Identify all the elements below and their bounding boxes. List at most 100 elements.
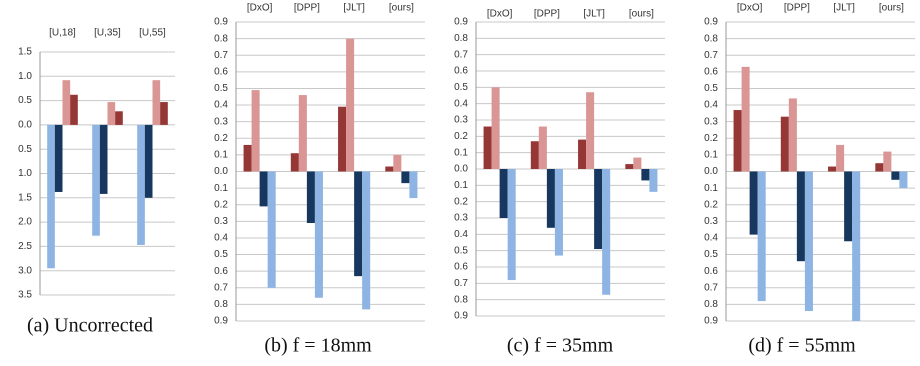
- bar: [578, 139, 587, 169]
- y-tick-label: 0.5: [454, 245, 468, 256]
- bar: [92, 124, 100, 236]
- y-tick-label: 0.9: [214, 17, 228, 28]
- y-tick-label: 0.7: [454, 49, 468, 60]
- y-tick-label: 0.0: [18, 120, 32, 131]
- bar: [393, 154, 402, 172]
- caption: (a) Uncorrected: [27, 315, 153, 337]
- bar: [47, 124, 55, 269]
- y-tick-label: 2.0: [18, 217, 32, 228]
- bar: [354, 171, 363, 277]
- y-tick-label: 0.7: [704, 282, 718, 293]
- bar: [602, 169, 611, 295]
- y-tick-label: 1.0: [18, 71, 32, 82]
- bar: [804, 171, 813, 312]
- y-tick-label: 0.2: [214, 199, 228, 210]
- y-tick-label: 0.8: [704, 33, 718, 44]
- bar: [733, 110, 742, 172]
- y-tick-label: 0.5: [214, 249, 228, 260]
- bar: [641, 169, 650, 181]
- bar: [507, 169, 516, 281]
- y-tick-label: 0.8: [454, 33, 468, 44]
- category-label: [U,55]: [139, 28, 166, 39]
- caption: (d) f = 55mm: [748, 335, 856, 357]
- bar: [137, 124, 145, 245]
- bar: [757, 171, 766, 302]
- category-label: [JLT]: [343, 3, 365, 14]
- bar: [899, 171, 908, 189]
- y-tick-label: 0.5: [214, 83, 228, 94]
- bar: [251, 90, 260, 172]
- y-tick-label: 0.7: [454, 278, 468, 289]
- y-tick-label: 0.6: [704, 66, 718, 77]
- y-tick-label: 0.1: [704, 183, 718, 194]
- category-label: [DxO]: [737, 3, 763, 14]
- bar: [401, 171, 410, 184]
- y-tick-label: 0.5: [454, 82, 468, 93]
- bar: [62, 80, 71, 125]
- y-tick-label: 0.8: [214, 33, 228, 44]
- category-label: [JLT]: [583, 9, 605, 20]
- bar: [385, 166, 394, 172]
- y-tick-label: 1.5: [18, 47, 32, 58]
- y-tick-label: 0.6: [454, 262, 468, 273]
- caption: (b) f = 18mm: [264, 335, 372, 357]
- category-label: [DxO]: [247, 3, 273, 14]
- y-tick-label: 0.3: [454, 115, 468, 126]
- caption: (c) f = 35mm: [507, 335, 614, 357]
- bar: [852, 171, 861, 321]
- bar: [796, 171, 805, 262]
- y-tick-label: 0.8: [214, 299, 228, 310]
- y-tick-label: 0.0: [704, 166, 718, 177]
- bar: [306, 171, 315, 223]
- y-tick-label: 0.1: [214, 150, 228, 161]
- category-label: [DxO]: [487, 9, 513, 20]
- bar: [625, 164, 634, 169]
- bar: [144, 124, 153, 198]
- y-tick-label: 0.1: [214, 183, 228, 194]
- y-tick-label: 0.1: [454, 147, 468, 158]
- bar: [546, 169, 555, 228]
- category-label: [ours]: [879, 3, 904, 14]
- y-tick-label: 0.8: [704, 299, 718, 310]
- y-tick-label: 0.7: [704, 50, 718, 61]
- y-tick-label: 0.1: [454, 180, 468, 191]
- bar: [160, 102, 168, 125]
- category-label: [ours]: [629, 9, 654, 20]
- bar: [99, 124, 108, 194]
- bar: [499, 169, 508, 218]
- bar: [338, 106, 347, 172]
- bar: [780, 116, 789, 172]
- y-tick-label: 0.0: [214, 166, 228, 177]
- y-tick-label: 0.9: [214, 316, 228, 327]
- bar: [633, 157, 642, 169]
- y-tick-label: 0.9: [454, 311, 468, 322]
- y-tick-label: 0.6: [704, 266, 718, 277]
- bar: [836, 144, 845, 172]
- bar: [409, 171, 418, 199]
- y-tick-label: 0.9: [704, 316, 718, 327]
- y-tick-label: 0.4: [454, 98, 468, 109]
- bar: [298, 95, 307, 172]
- bar: [828, 166, 837, 172]
- bar: [594, 169, 603, 250]
- bar: [54, 124, 63, 192]
- bar: [107, 102, 116, 125]
- category-label: [DPP]: [294, 3, 320, 14]
- y-tick-label: 0.8: [454, 294, 468, 305]
- y-tick-label: 0.4: [704, 233, 718, 244]
- bar: [362, 171, 371, 310]
- y-tick-label: 0.2: [214, 133, 228, 144]
- y-tick-label: 1.0: [18, 168, 32, 179]
- y-tick-label: 0.2: [704, 199, 718, 210]
- y-tick-label: 0.1: [704, 150, 718, 161]
- y-tick-label: 0.6: [454, 66, 468, 77]
- y-tick-label: 0.0: [454, 164, 468, 175]
- y-tick-label: 0.5: [18, 144, 32, 155]
- y-tick-label: 0.3: [214, 116, 228, 127]
- category-label: [ours]: [389, 3, 414, 14]
- y-tick-label: 0.4: [214, 233, 228, 244]
- bar: [741, 66, 750, 172]
- bar: [70, 94, 78, 125]
- bar: [891, 171, 900, 180]
